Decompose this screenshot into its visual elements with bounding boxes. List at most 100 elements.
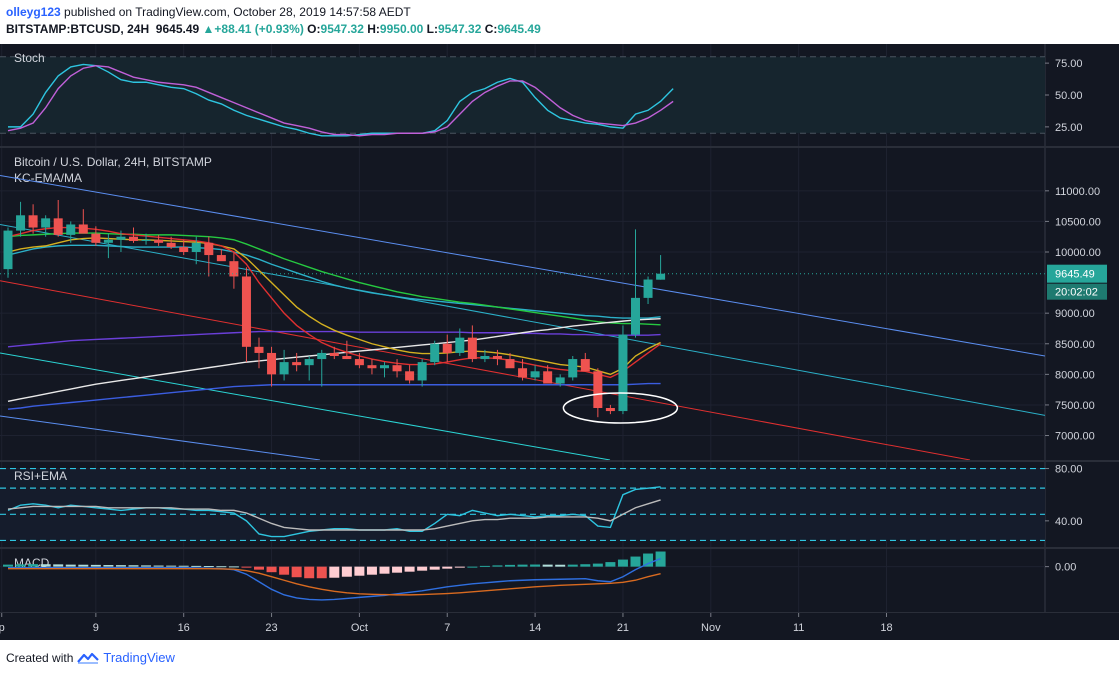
macd-histogram-bar xyxy=(467,566,478,568)
macd-histogram-bar xyxy=(329,566,340,578)
series-line--d xyxy=(7,64,674,137)
panel-body xyxy=(3,551,666,601)
macd-histogram-bar xyxy=(191,565,202,567)
candle-body xyxy=(191,242,201,252)
macd-histogram-bar xyxy=(304,566,315,579)
candle-body xyxy=(304,359,314,366)
series-line-macd xyxy=(8,557,661,601)
macd-histogram-bar xyxy=(53,564,64,567)
candle-body xyxy=(141,239,151,241)
macd-histogram-bar xyxy=(454,566,465,568)
macd-histogram-bar xyxy=(254,566,264,570)
y-tick-label: 0.00 xyxy=(1055,562,1076,574)
macd-histogram-bar xyxy=(216,566,227,568)
publish-line: olleyg123 published on TradingView.com, … xyxy=(6,5,411,19)
macd-histogram-bar xyxy=(366,566,377,575)
channel-line xyxy=(0,223,1045,416)
series-line-ema xyxy=(7,232,661,326)
candle-body xyxy=(103,239,113,243)
candle-body xyxy=(405,371,415,381)
channel-line xyxy=(0,352,611,460)
y-tick-label: 9000.00 xyxy=(1055,308,1095,320)
macd-histogram-bar xyxy=(542,564,553,567)
chart-area[interactable]: 75.00 50.00 25.00 Stoch 11000.00 10500.00 1000… xyxy=(0,42,1119,640)
publish-info: published on TradingView.com, October 28… xyxy=(64,5,411,19)
macd-histogram-bar xyxy=(392,566,403,573)
macd-histogram-bar xyxy=(643,553,654,567)
candle-body xyxy=(656,273,666,280)
macd-histogram-bar xyxy=(279,566,290,575)
macd-histogram-bar xyxy=(153,565,164,567)
change-up-arrow-icon: ▲ xyxy=(202,22,215,36)
y-tick-label: 50.00 xyxy=(1055,90,1083,102)
candle-body xyxy=(367,365,377,369)
x-tick-label: 16 xyxy=(178,622,190,634)
candle-body xyxy=(555,377,565,384)
x-tick-label: p xyxy=(0,622,5,634)
series-line-signal xyxy=(8,567,661,596)
x-tick-label: 18 xyxy=(880,622,892,634)
candle-body xyxy=(66,224,76,235)
low-label: L: xyxy=(426,22,438,36)
created-with-label: Created with xyxy=(6,650,74,665)
macd-histogram-bar xyxy=(316,566,327,579)
macd-histogram-bar xyxy=(617,559,628,567)
macd-histogram-bar xyxy=(379,566,390,574)
candle-body xyxy=(631,297,640,335)
panel-title: Stoch xyxy=(14,51,45,65)
macd-histogram-bar xyxy=(605,562,616,567)
author-link[interactable]: olleyg123 xyxy=(6,5,61,19)
candle-body xyxy=(241,276,251,347)
close-value: 9645.49 xyxy=(497,22,541,36)
y-tick-label: 25.00 xyxy=(1055,122,1083,134)
macd-histogram-bar xyxy=(128,565,139,567)
candle-body xyxy=(41,218,51,228)
y-tick-label: 10000.00 xyxy=(1055,247,1101,259)
macd-histogram-bar xyxy=(630,556,641,567)
tradingview-link[interactable]: TradingView xyxy=(103,650,175,665)
y-tick-label: 11000.00 xyxy=(1055,186,1100,198)
high-label: H: xyxy=(367,22,380,36)
candle-body xyxy=(279,362,289,375)
footer: Created with TradingView xyxy=(6,650,175,665)
x-tick-label: Oct xyxy=(351,622,368,634)
countdown-tag-label: 20:02:02 xyxy=(1055,287,1098,299)
candle-body xyxy=(505,359,515,369)
candle-body xyxy=(605,408,615,412)
macd-histogram-bar xyxy=(555,564,566,567)
candle-body xyxy=(78,224,88,234)
candle-body xyxy=(292,362,302,366)
symbol-line: BITSTAMP:BTCUSD, 24H 9645.49 ▲+88.41 (+0… xyxy=(6,22,541,36)
candle-body xyxy=(580,359,590,372)
macd-histogram-bar xyxy=(429,566,440,570)
macd-histogram-bar xyxy=(492,565,503,567)
candle-body xyxy=(392,365,402,372)
y-tick-label: 7500.00 xyxy=(1055,400,1095,412)
macd-histogram-bar xyxy=(203,566,214,568)
candle-body xyxy=(229,261,239,277)
candle-body xyxy=(430,343,440,363)
macd-histogram-bar xyxy=(178,565,189,567)
macd-histogram-bar xyxy=(417,566,428,571)
candle-body xyxy=(455,337,465,353)
candle-body xyxy=(543,371,553,384)
macd-histogram-bar xyxy=(592,563,603,567)
candle-body xyxy=(16,215,26,231)
candle-body xyxy=(166,242,176,248)
macd-histogram-bar xyxy=(530,564,541,567)
x-axis-background xyxy=(0,613,1119,640)
candle-body xyxy=(116,236,126,240)
macd-histogram-bar xyxy=(291,566,302,578)
x-tick-label: 21 xyxy=(617,622,629,634)
candle-body xyxy=(267,352,277,375)
series-line-ma-mid xyxy=(7,330,661,348)
open-value: 9547.32 xyxy=(320,22,364,36)
series-line-rsi-ema xyxy=(7,499,661,531)
open-label: O: xyxy=(307,22,321,36)
y-tick-label: 80.00 xyxy=(1055,464,1083,476)
candle-body xyxy=(480,356,490,360)
candle-body xyxy=(28,215,38,228)
candle-body xyxy=(204,242,214,256)
candle-body xyxy=(568,359,578,378)
macd-histogram-bar xyxy=(228,566,239,568)
